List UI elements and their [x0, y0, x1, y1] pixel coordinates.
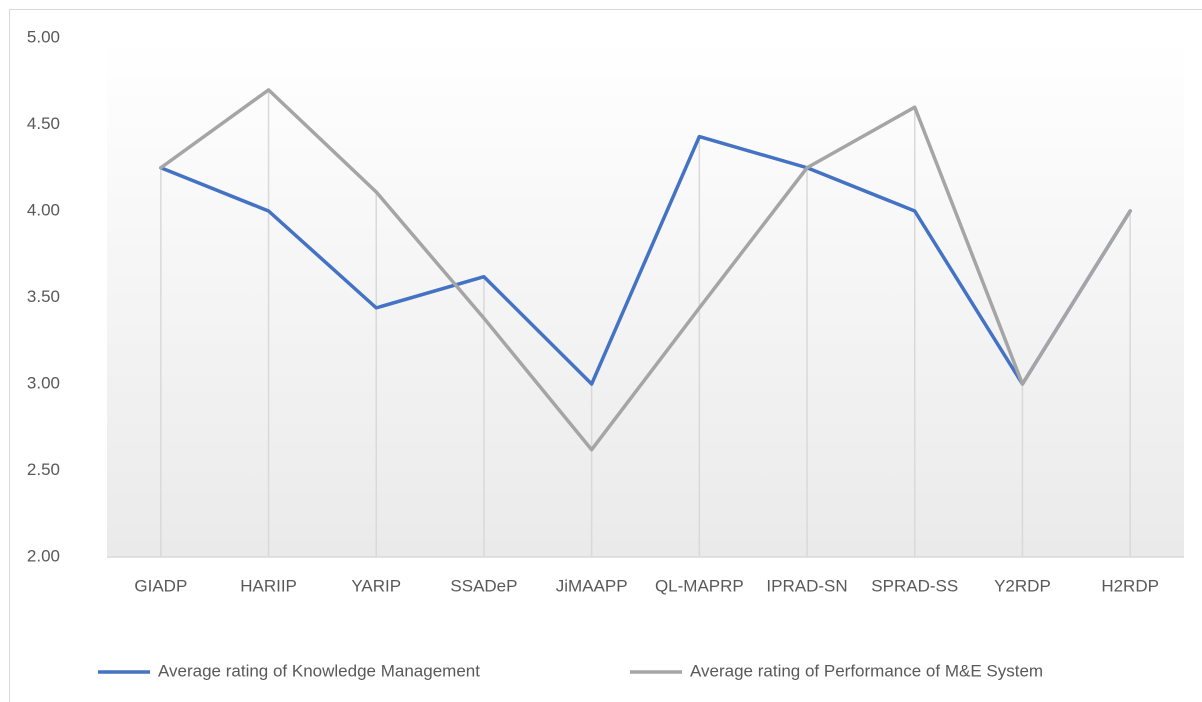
legend-label: Average rating of Performance of M&E Sys…	[690, 661, 1043, 680]
y-tick-label: 3.00	[27, 373, 60, 392]
x-tick-label: GIADP	[134, 576, 187, 595]
x-tick-label: YARIP	[351, 576, 401, 595]
x-tick-label: HARIIP	[240, 576, 297, 595]
plot-area	[107, 38, 1184, 557]
series-line	[159, 88, 1132, 452]
legend-label: Average rating of Knowledge Management	[158, 661, 480, 680]
y-tick-label: 4.00	[27, 200, 60, 219]
x-tick-label: IPRAD-SN	[766, 576, 847, 595]
y-tick-label: 3.50	[27, 287, 60, 306]
y-tick-label: 2.50	[27, 460, 60, 479]
x-tick-label: SPRAD-SS	[871, 576, 958, 595]
x-tick-label: SSADeP	[450, 576, 517, 595]
chart-border	[9, 9, 1202, 702]
y-tick-label: 2.00	[27, 546, 60, 565]
x-tick-label: H2RDP	[1101, 576, 1159, 595]
x-tick-label: JiMAAPP	[556, 576, 628, 595]
y-tick-label: 5.00	[27, 27, 60, 46]
series-line	[159, 134, 1132, 386]
x-tick-label: Y2RDP	[994, 576, 1051, 595]
y-tick-label: 4.50	[27, 114, 60, 133]
x-tick-label: QL-MAPRP	[655, 576, 744, 595]
